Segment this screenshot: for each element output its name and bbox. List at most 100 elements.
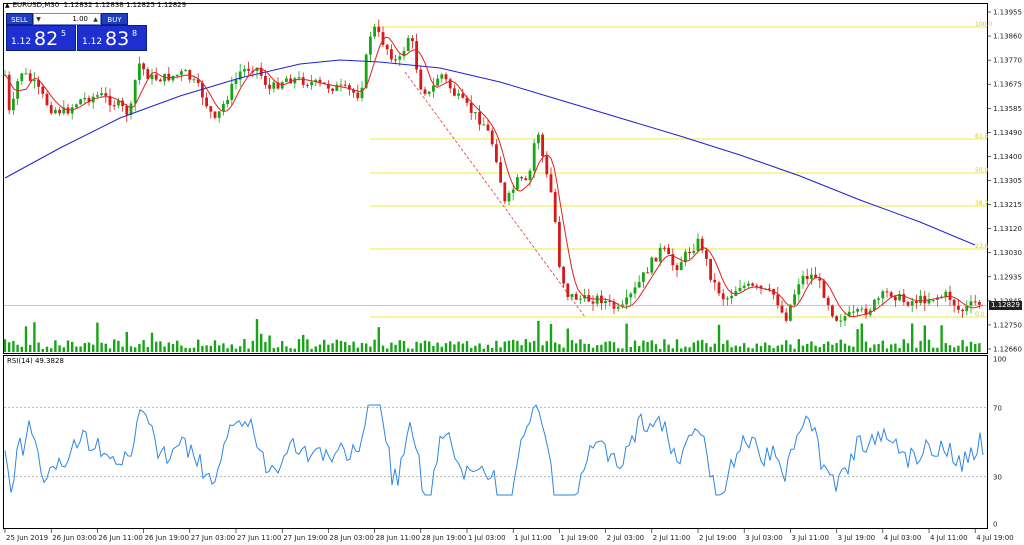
candle-body xyxy=(264,75,267,85)
volume-bar xyxy=(100,342,103,352)
candle-body xyxy=(272,82,276,89)
volume-bar xyxy=(759,346,763,352)
volume-bar xyxy=(423,340,427,352)
volume-bar xyxy=(449,341,452,352)
volume-bar xyxy=(125,331,128,352)
volume-bar xyxy=(940,325,943,352)
candle-body xyxy=(70,107,74,114)
candle-body xyxy=(41,86,45,94)
candle-body xyxy=(906,301,910,306)
candle-body xyxy=(944,291,948,297)
candle-body xyxy=(419,69,423,90)
candle-body xyxy=(327,83,330,89)
price-tick-label: 1.13955 xyxy=(993,9,1022,17)
candle-body xyxy=(558,221,561,267)
candle-body xyxy=(444,74,448,80)
buy-price-button[interactable]: 1.12 83 8 xyxy=(77,25,147,51)
candle-body xyxy=(343,84,347,86)
sell-price-prefix: 1.12 xyxy=(11,37,32,47)
candle-body xyxy=(184,70,187,72)
volume-bar xyxy=(352,341,355,352)
candle-body xyxy=(37,79,40,87)
candle-body xyxy=(793,294,796,305)
volume-bar xyxy=(474,345,477,352)
candle-body xyxy=(532,143,536,171)
volume-bar xyxy=(247,348,250,352)
candle-body xyxy=(213,111,217,118)
volume-bar xyxy=(755,343,758,352)
candle-body xyxy=(62,107,66,114)
volume-bar xyxy=(440,346,443,352)
sell-price-button[interactable]: 1.12 82 5 xyxy=(6,25,76,51)
volume-bar xyxy=(92,344,95,352)
rsi-frame xyxy=(3,355,988,529)
time-tick-label: 28 Jun 19:00 xyxy=(422,534,466,542)
price-tick-label: 1.12660 xyxy=(993,346,1022,354)
volume-bar xyxy=(415,341,418,352)
volume-bar xyxy=(562,347,565,352)
chart-header: ▲ EURUSD,M30 1.12832 1.12838 1.12825 1.12… xyxy=(5,1,186,9)
lot-decrease-icon[interactable]: ▼ xyxy=(36,15,41,23)
rsi-label: RSI(14) 49.3828 xyxy=(7,357,64,365)
volume-bar xyxy=(318,344,322,352)
candle-body xyxy=(969,301,973,306)
candle-body xyxy=(247,69,250,71)
candle-body xyxy=(402,50,406,57)
volume-bar xyxy=(402,340,406,352)
candle-body xyxy=(553,192,557,222)
candle-body xyxy=(289,78,292,84)
volume-bar xyxy=(29,344,32,352)
lot-increase-icon[interactable]: ▲ xyxy=(93,15,98,23)
volume-bar xyxy=(243,339,246,352)
fibonacci-retracement[interactable]: 100.0 61.8 50.0 38.2 23.6 0.0 xyxy=(370,21,992,318)
candle-body xyxy=(889,292,893,297)
candle-body xyxy=(222,103,225,112)
candle-body xyxy=(377,26,381,33)
time-tick-label: 3 Jul 03:00 xyxy=(745,534,783,542)
volume-bar xyxy=(608,341,611,352)
rsi-axis: 100 70 30 0 xyxy=(993,356,1006,529)
fast-moving-average xyxy=(4,36,984,317)
candle-body xyxy=(406,38,410,51)
fib-level-label: 23.6 xyxy=(975,243,989,250)
candle-body xyxy=(675,265,679,271)
volume-bar xyxy=(932,347,935,352)
candle-body xyxy=(411,38,414,42)
volume-bar xyxy=(596,345,599,352)
candle-body xyxy=(133,79,137,104)
candle-body xyxy=(96,95,99,97)
volume-bar xyxy=(24,326,28,352)
buy-button[interactable]: BUY xyxy=(101,13,128,25)
volume-bar xyxy=(390,342,393,352)
current-price-tag: 1.12829 xyxy=(989,301,1022,310)
buy-price-prefix: 1.12 xyxy=(82,37,103,47)
volume-bar xyxy=(159,341,162,352)
collapse-triangle-icon[interactable]: ▲ xyxy=(5,2,10,9)
volume-bar xyxy=(486,344,490,352)
volume-bar xyxy=(633,340,637,352)
candle-body xyxy=(385,44,389,50)
candle-body xyxy=(259,67,263,76)
fib-trend-line[interactable] xyxy=(404,71,586,318)
time-tick-label: 25 Jun 2019 xyxy=(6,534,48,542)
candle-body xyxy=(24,73,28,75)
candle-body xyxy=(373,26,376,37)
candle-body xyxy=(495,144,498,163)
volume-bar xyxy=(121,346,124,352)
candle-body xyxy=(646,272,649,274)
sell-button[interactable]: SELL xyxy=(6,13,33,25)
candle-body xyxy=(306,84,309,86)
volume-bar xyxy=(50,348,53,352)
volume-bar xyxy=(62,347,65,352)
candle-body xyxy=(856,309,859,312)
volume-bar xyxy=(163,346,166,352)
volume-bar xyxy=(230,344,233,352)
volume-bar xyxy=(587,344,590,352)
candle-body xyxy=(780,305,784,313)
lot-size-value[interactable]: 1.00 xyxy=(72,15,88,23)
price-tick-label: 1.13400 xyxy=(993,153,1022,161)
volume-bar xyxy=(75,346,78,352)
lot-size-field[interactable]: ▼ 1.00 ▲ xyxy=(33,13,101,25)
volume-bar xyxy=(58,345,61,352)
